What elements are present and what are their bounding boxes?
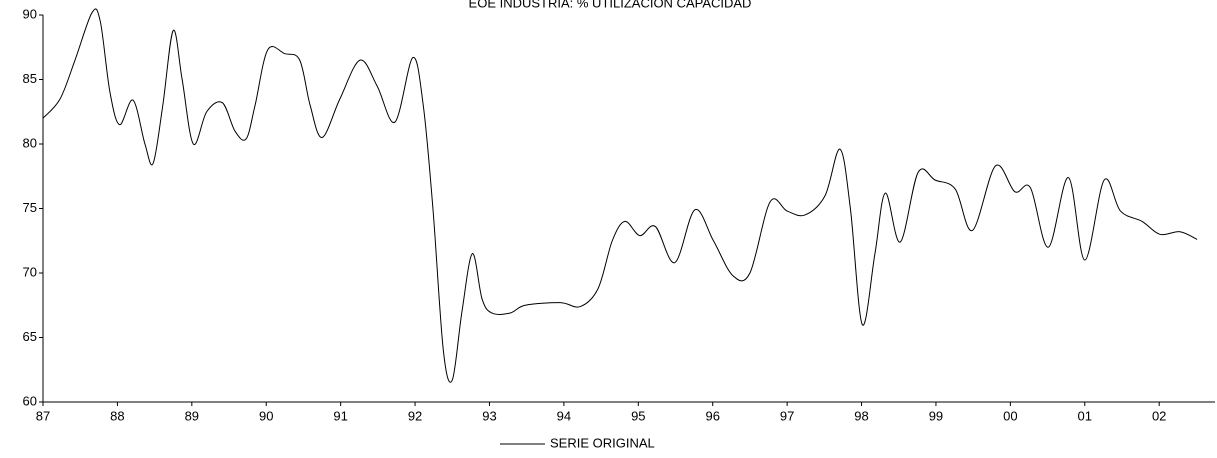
x-tick-label: 88 xyxy=(110,408,124,423)
x-tick-label: 87 xyxy=(36,408,50,423)
x-tick-label: 00 xyxy=(1003,408,1017,423)
x-tick-label: 98 xyxy=(854,408,868,423)
y-tick-label: 65 xyxy=(23,329,37,344)
x-tick-label: 91 xyxy=(333,408,347,423)
x-tick-label: 92 xyxy=(408,408,422,423)
x-tick-label: 89 xyxy=(185,408,199,423)
x-tick-label: 96 xyxy=(705,408,719,423)
x-tick-label: 95 xyxy=(631,408,645,423)
x-tick-label: 97 xyxy=(780,408,794,423)
y-tick-label: 80 xyxy=(23,135,37,150)
x-tick-label: 94 xyxy=(557,408,571,423)
x-tick-label: 99 xyxy=(929,408,943,423)
series-line xyxy=(42,8,1198,383)
x-tick-label: 90 xyxy=(259,408,273,423)
chart-title: EOE INDUSTRIA: % UTILIZACIÓN CAPACIDAD xyxy=(469,0,752,10)
x-tick-label: 93 xyxy=(482,408,496,423)
y-tick-label: 75 xyxy=(23,200,37,215)
legend-label: SERIE ORIGINAL xyxy=(550,435,655,450)
y-tick-label: 60 xyxy=(23,393,37,408)
y-tick-label: 85 xyxy=(23,71,37,86)
x-tick-label: 01 xyxy=(1078,408,1092,423)
y-tick-label: 70 xyxy=(23,264,37,279)
y-tick-label: 90 xyxy=(23,6,37,21)
x-tick-label: 02 xyxy=(1152,408,1166,423)
